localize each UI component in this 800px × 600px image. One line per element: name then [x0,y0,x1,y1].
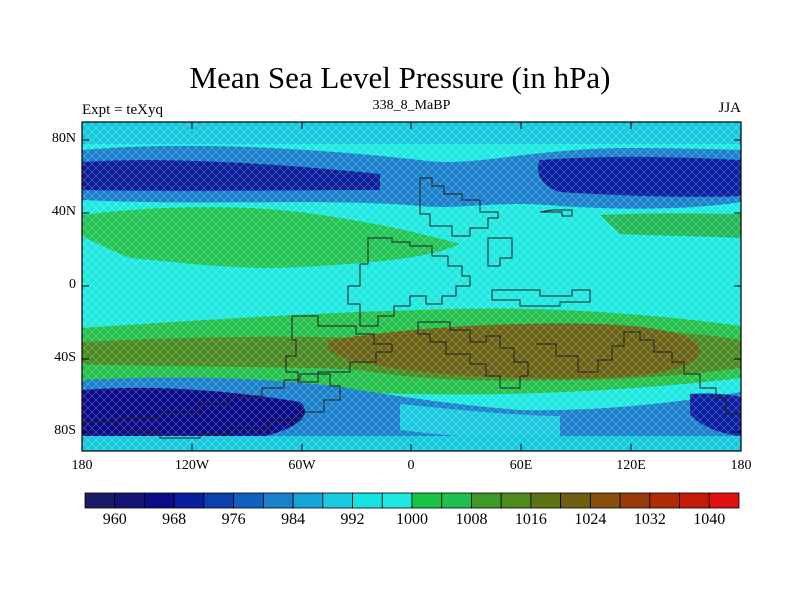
central-landmass-outline [347,237,471,327]
equatorial-island-outline [491,289,591,307]
colorbar-swatch [262,492,294,509]
colorbar-label: 984 [281,511,306,528]
colorbar-swatch [708,492,740,509]
lon-tick-label: 60E [509,458,533,473]
colorbar-swatch [649,492,680,509]
colorbar-label: 968 [162,511,187,528]
island-outline-1 [487,237,513,267]
island-outline-2 [539,209,573,217]
season-label: JJA [718,100,741,116]
lon-tick-label: 120W [174,458,210,473]
colorbar-swatch [441,492,472,509]
southern-east-landmass-outline [536,331,741,415]
colorbar-swatch [530,492,562,509]
northern-landmass-outline [419,177,499,237]
lat-tick-label: 80N [51,131,76,146]
colorbar-label: 960 [102,511,127,528]
colorbar-swatch [292,492,324,509]
colorbar-label: 1000 [396,511,428,528]
lat-tick-label: 40S [54,350,76,365]
lon-tick-label: 180 [71,458,93,473]
southern-west-landmass-outline [285,315,393,383]
figure-title: Mean Sea Level Pressure (in hPa) [189,60,611,95]
colorbar-swatch [589,492,621,509]
colorbar-label: 1016 [514,511,547,528]
colorbar-swatch [381,492,413,509]
colorbar-swatch [84,492,116,509]
colorbar-swatch [322,492,353,509]
lon-tick-label: 0 [407,458,415,473]
colorbar-label: 1032 [633,511,666,528]
colorbar [84,492,740,509]
colorbar-swatch [233,492,264,509]
experiment-label: Expt = teXyq [82,102,163,118]
figure-subtitle: 338_8_MaBP [372,98,451,113]
colorbar-label: 1040 [693,511,726,528]
southern-central-landmass-outline [417,321,529,389]
colorbar-swatch [173,492,205,509]
lon-tick-label: 120E [616,458,646,473]
colorbar-swatch [411,492,443,509]
lon-tick-label: 60W [288,458,316,473]
southern-polar-outline [82,373,341,439]
colorbar-swatch [203,492,235,509]
lat-tick-label: 40N [51,204,76,219]
colorbar-swatch [560,492,591,509]
colorbar-swatch [679,492,710,509]
lat-tick-label: 0 [69,277,76,292]
colorbar-swatch [619,492,651,509]
colorbar-swatch [144,492,175,509]
colorbar-label: 976 [221,511,246,528]
colorbar-swatch [471,492,502,509]
lat-tick-label: 80S [54,423,76,438]
colorbar-swatch [114,492,145,509]
lon-tick-label: 180 [730,458,752,473]
colorbar-label: 1024 [574,511,607,528]
colorbar-swatch [500,492,532,509]
colorbar-label: 1008 [455,511,488,528]
tick-marks [81,122,742,451]
colorbar-label: 992 [340,511,365,528]
pressure-field [82,122,741,451]
continent-outlines [82,177,741,439]
colorbar-swatch [352,492,383,509]
